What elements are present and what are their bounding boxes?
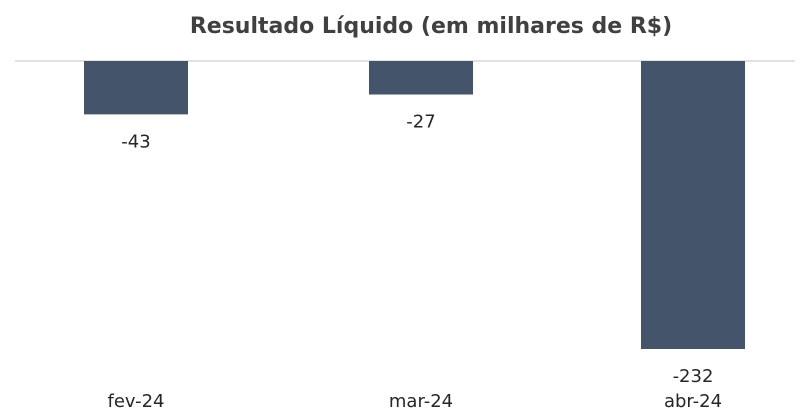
x-tick-label: fev-24: [108, 391, 165, 412]
chart-title: Resultado Líquido (em milhares de R$): [190, 14, 672, 39]
data-label: -43: [121, 131, 150, 152]
x-tick-label: mar-24: [389, 391, 453, 412]
bar: [641, 61, 745, 349]
data-label: -27: [406, 112, 435, 133]
data-label: -232: [673, 366, 714, 387]
bar: [369, 61, 473, 95]
bar: [84, 61, 188, 115]
x-tick-label: abr-24: [664, 391, 722, 412]
